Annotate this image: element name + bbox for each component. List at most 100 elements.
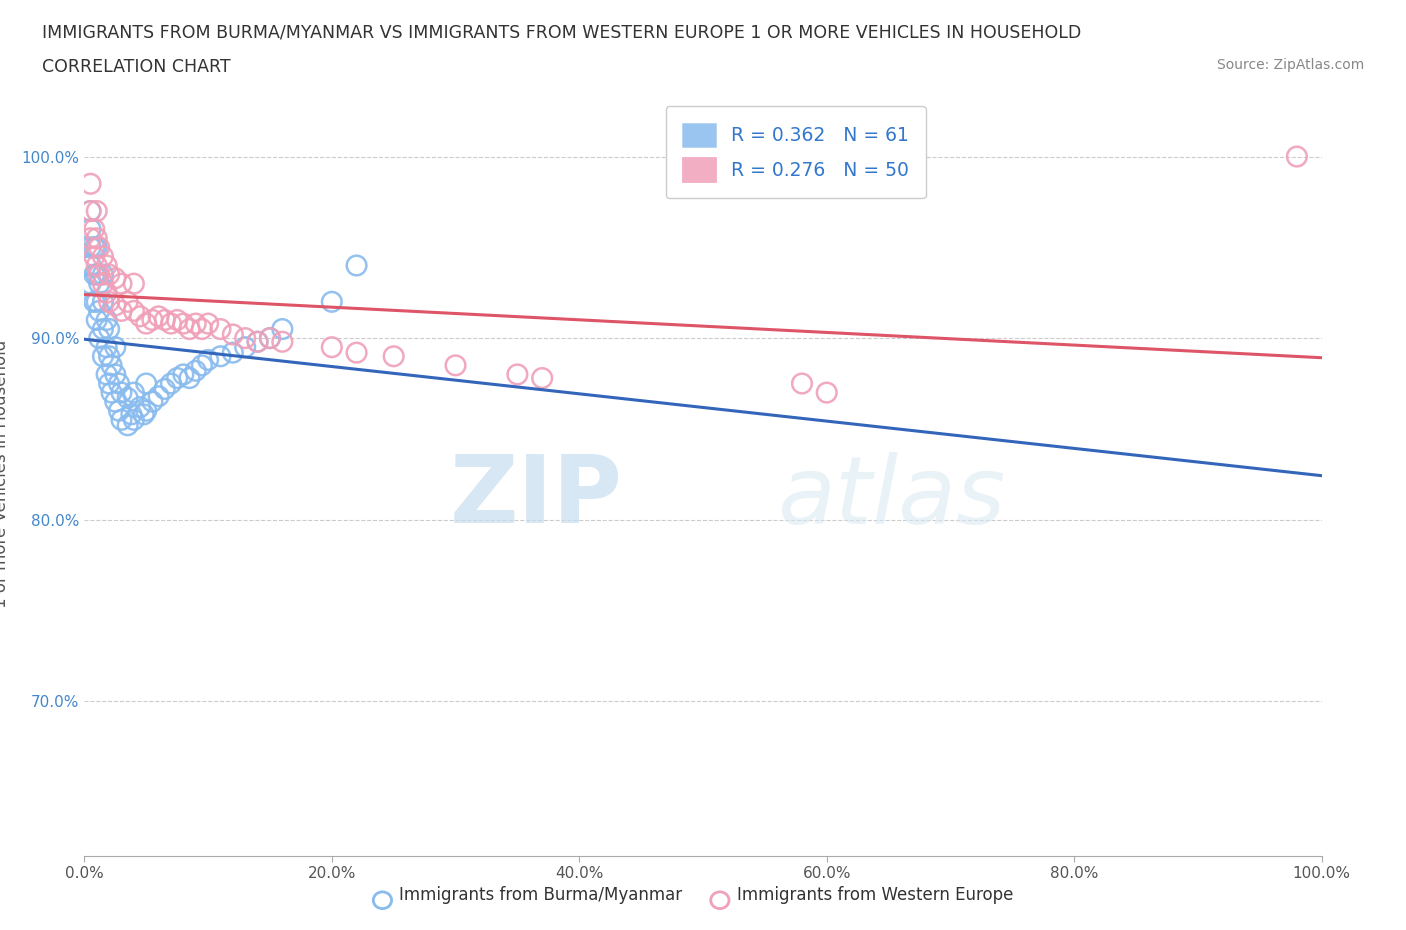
Point	[91, 322, 114, 337]
Point	[96, 367, 118, 382]
Text: atlas: atlas	[778, 452, 1005, 543]
Point	[108, 376, 131, 391]
Point	[1285, 149, 1308, 164]
Point	[122, 385, 145, 400]
Point	[346, 258, 368, 272]
Point	[233, 339, 256, 354]
Point	[83, 240, 105, 255]
Point	[191, 358, 214, 373]
Point	[96, 258, 118, 272]
Point	[86, 295, 108, 310]
Point	[222, 345, 245, 360]
Point	[117, 391, 139, 405]
Text: IMMIGRANTS FROM BURMA/MYANMAR VS IMMIGRANTS FROM WESTERN EUROPE 1 OR MORE VEHICL: IMMIGRANTS FROM BURMA/MYANMAR VS IMMIGRA…	[42, 23, 1081, 41]
Point	[197, 352, 219, 367]
Point	[79, 258, 101, 272]
Point	[79, 204, 101, 219]
Point	[166, 371, 188, 386]
Point	[104, 394, 127, 409]
Point	[160, 316, 183, 331]
Point	[96, 286, 118, 300]
Point	[135, 316, 157, 331]
Point	[271, 322, 294, 337]
Point	[444, 358, 467, 373]
Point	[141, 394, 163, 409]
Point	[89, 331, 111, 346]
Point	[531, 371, 554, 386]
Point	[148, 309, 170, 324]
Point	[98, 349, 121, 364]
Point	[815, 385, 838, 400]
Point	[233, 331, 256, 346]
Point	[117, 295, 139, 310]
Point	[98, 376, 121, 391]
Point	[321, 339, 343, 354]
Point	[79, 221, 101, 236]
Point	[104, 367, 127, 382]
Point	[104, 271, 127, 286]
Point	[209, 349, 232, 364]
Point	[83, 267, 105, 282]
Point	[79, 204, 101, 219]
Text: ZIP: ZIP	[450, 451, 623, 543]
Point	[110, 303, 132, 318]
Text: Immigrants from Western Europe: Immigrants from Western Europe	[737, 885, 1014, 904]
Point	[104, 339, 127, 354]
Point	[259, 331, 281, 346]
Point	[135, 376, 157, 391]
Point	[108, 404, 131, 418]
Point	[79, 231, 101, 246]
Point	[148, 389, 170, 404]
Point	[197, 316, 219, 331]
Point	[132, 407, 155, 422]
Point	[246, 334, 269, 349]
Point	[166, 312, 188, 327]
Point	[79, 276, 101, 291]
Point	[153, 381, 176, 396]
Point	[122, 412, 145, 427]
Point	[191, 322, 214, 337]
Point	[83, 221, 105, 236]
Point	[153, 312, 176, 327]
Point	[271, 334, 294, 349]
Point	[790, 376, 813, 391]
Text: CORRELATION CHART: CORRELATION CHART	[42, 58, 231, 75]
Point	[382, 349, 405, 364]
Point	[120, 407, 142, 422]
Point	[86, 204, 108, 219]
Point	[110, 385, 132, 400]
Point	[86, 258, 108, 272]
Point	[91, 349, 114, 364]
Point	[100, 385, 122, 400]
Point	[79, 177, 101, 192]
Point	[98, 322, 121, 337]
Point	[83, 295, 105, 310]
Point	[91, 276, 114, 291]
Point	[110, 276, 132, 291]
Point	[172, 367, 194, 382]
Point	[122, 276, 145, 291]
Point	[160, 376, 183, 391]
Point	[89, 267, 111, 282]
Point	[83, 249, 105, 264]
Point	[86, 240, 108, 255]
Point	[122, 303, 145, 318]
Text: Source: ZipAtlas.com: Source: ZipAtlas.com	[1216, 58, 1364, 72]
Point	[129, 400, 152, 415]
Point	[346, 345, 368, 360]
Point	[179, 371, 201, 386]
Point	[89, 303, 111, 318]
Point	[321, 295, 343, 310]
Point	[91, 267, 114, 282]
Point	[89, 240, 111, 255]
Point	[506, 367, 529, 382]
Point	[259, 331, 281, 346]
Point	[91, 249, 114, 264]
Point	[91, 295, 114, 310]
Legend: R = 0.362   N = 61, R = 0.276   N = 50: R = 0.362 N = 61, R = 0.276 N = 50	[665, 106, 927, 198]
Point	[141, 312, 163, 327]
Point	[96, 339, 118, 354]
Point	[209, 322, 232, 337]
Point	[222, 327, 245, 342]
Point	[172, 316, 194, 331]
